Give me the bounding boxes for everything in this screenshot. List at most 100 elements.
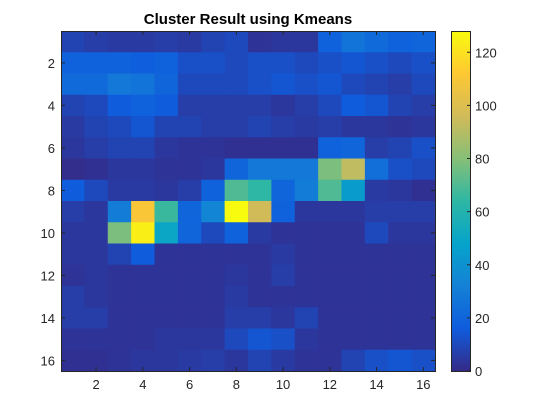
heatmap-cell-r4-c15: [388, 94, 413, 117]
heatmap-cell-r11-c3: [107, 243, 132, 266]
heatmap-cell-r6-c16: [411, 137, 436, 159]
heatmap-cell-r4-c2: [84, 94, 109, 117]
heatmap-cell-r16-c16: [411, 349, 436, 372]
colorbar-tick-label: 100: [475, 98, 497, 113]
heatmap-cell-r2-c2: [84, 52, 109, 74]
colorbar-tick-label: 20: [475, 311, 489, 326]
heatmap-cell-r15-c14: [364, 328, 389, 351]
heatmap-cell-r3-c13: [341, 73, 366, 96]
heatmap-cell-r14-c6: [177, 307, 202, 329]
heatmap-cell-r13-c13: [341, 286, 366, 308]
colorbar-tick-label: 120: [475, 45, 497, 60]
heatmap-cell-r3-c11: [294, 73, 319, 96]
heatmap-cell-r3-c3: [107, 73, 132, 96]
heatmap-cell-r8-c16: [411, 179, 436, 202]
heatmap-cell-r13-c15: [388, 286, 413, 308]
y-tick-label: 16: [41, 353, 55, 368]
heatmap-cell-r2-c12: [318, 52, 342, 74]
heatmap-cell-r2-c9: [248, 52, 272, 74]
heatmap-cell-r16-c2: [84, 349, 109, 372]
heatmap-cell-r1-c11: [294, 31, 319, 53]
heatmap-cell-r11-c11: [294, 243, 319, 266]
heatmap-cell-r15-c10: [271, 328, 296, 351]
heatmap-cell-r10-c4: [131, 222, 155, 244]
heatmap-cell-r13-c2: [84, 286, 109, 308]
heatmap-cell-r6-c15: [388, 137, 413, 159]
heatmap-cell-r11-c9: [248, 243, 272, 266]
heatmap-cell-r13-c16: [411, 286, 436, 308]
heatmap-cell-r9-c15: [388, 201, 413, 223]
heatmap-cell-r13-c3: [107, 286, 132, 308]
y-tick-label: 10: [41, 226, 55, 241]
colorbar: [451, 31, 470, 371]
x-tick-label: 8: [233, 377, 240, 392]
heatmap-cell-r11-c5: [154, 243, 179, 266]
heatmap-cell-r14-c1: [61, 307, 85, 329]
heatmap-cell-r3-c10: [271, 73, 296, 96]
y-tick-label: 4: [48, 98, 55, 113]
heatmap-cell-r4-c16: [411, 94, 436, 117]
heatmap-cell-r16-c15: [388, 349, 413, 372]
heatmap-cells: [61, 31, 436, 372]
heatmap-cell-r14-c12: [318, 307, 342, 329]
heatmap-cell-r16-c1: [61, 349, 85, 372]
heatmap-cell-r5-c3: [107, 116, 132, 138]
heatmap-cell-r16-c11: [294, 349, 319, 372]
y-tick-label: 12: [41, 268, 55, 283]
heatmap-cell-r8-c15: [388, 179, 413, 202]
heatmap-cell-r4-c8: [224, 94, 249, 117]
heatmap-cell-r14-c11: [294, 307, 319, 329]
heatmap-cell-r10-c10: [271, 222, 296, 244]
heatmap-cell-r10-c14: [364, 222, 389, 244]
heatmap-cell-r1-c13: [341, 31, 366, 53]
heatmap-cell-r8-c10: [271, 179, 296, 202]
heatmap-cell-r9-c14: [364, 201, 389, 223]
heatmap-cell-r7-c7: [201, 158, 226, 181]
plot-frame: [61, 31, 436, 372]
heatmap-cell-r9-c7: [201, 201, 226, 223]
x-tick-label: 16: [416, 377, 430, 392]
heatmap-cell-r16-c9: [248, 349, 272, 372]
heatmap-cell-r15-c11: [294, 328, 319, 351]
heatmap-cell-r13-c12: [318, 286, 342, 308]
heatmap-cell-r6-c14: [364, 137, 389, 159]
heatmap-cell-r13-c11: [294, 286, 319, 308]
heatmap-cell-r1-c14: [364, 31, 389, 53]
heatmap-cell-r7-c16: [411, 158, 436, 181]
heatmap-cell-r4-c14: [364, 94, 389, 117]
heatmap-cell-r7-c1: [61, 158, 85, 181]
heatmap-cell-r1-c15: [388, 31, 413, 53]
heatmap-cell-r1-c10: [271, 31, 296, 53]
heatmap-cell-r5-c13: [341, 116, 366, 138]
heatmap-cell-r7-c3: [107, 158, 132, 181]
heatmap-cell-r13-c7: [201, 286, 226, 308]
heatmap-cell-r10-c15: [388, 222, 413, 244]
heatmap-cell-r5-c12: [318, 116, 342, 138]
heatmap-cell-r15-c12: [318, 328, 342, 351]
heatmap-cell-r1-c3: [107, 31, 132, 53]
heatmap-cell-r7-c9: [248, 158, 272, 181]
heatmap-cell-r2-c4: [131, 52, 155, 74]
heatmap-cell-r2-c14: [364, 52, 389, 74]
colorbar-tick-label: 40: [475, 258, 489, 273]
heatmap-cell-r9-c8: [224, 201, 249, 223]
heatmap-cell-r13-c10: [271, 286, 296, 308]
heatmap-cell-r2-c15: [388, 52, 413, 74]
heatmap-cell-r2-c10: [271, 52, 296, 74]
heatmap-cell-r12-c6: [177, 264, 202, 287]
heatmap-cell-r3-c12: [318, 73, 342, 96]
heatmap-cell-r16-c6: [177, 349, 202, 372]
heatmap-cell-r10-c5: [154, 222, 179, 244]
heatmap-cell-r14-c16: [411, 307, 436, 329]
heatmap-cell-r10-c2: [84, 222, 109, 244]
heatmap-cell-r16-c4: [131, 349, 155, 372]
heatmap-cell-r8-c13: [341, 179, 366, 202]
heatmap-cell-r14-c10: [271, 307, 296, 329]
heatmap-cell-r1-c1: [61, 31, 85, 53]
heatmap-cell-r9-c9: [248, 201, 272, 223]
heatmap-cell-r12-c1: [61, 264, 85, 287]
heatmap-cell-r12-c2: [84, 264, 109, 287]
heatmap-cell-r10-c6: [177, 222, 202, 244]
heatmap-cell-r13-c9: [248, 286, 272, 308]
heatmap-cell-r3-c7: [201, 73, 226, 96]
